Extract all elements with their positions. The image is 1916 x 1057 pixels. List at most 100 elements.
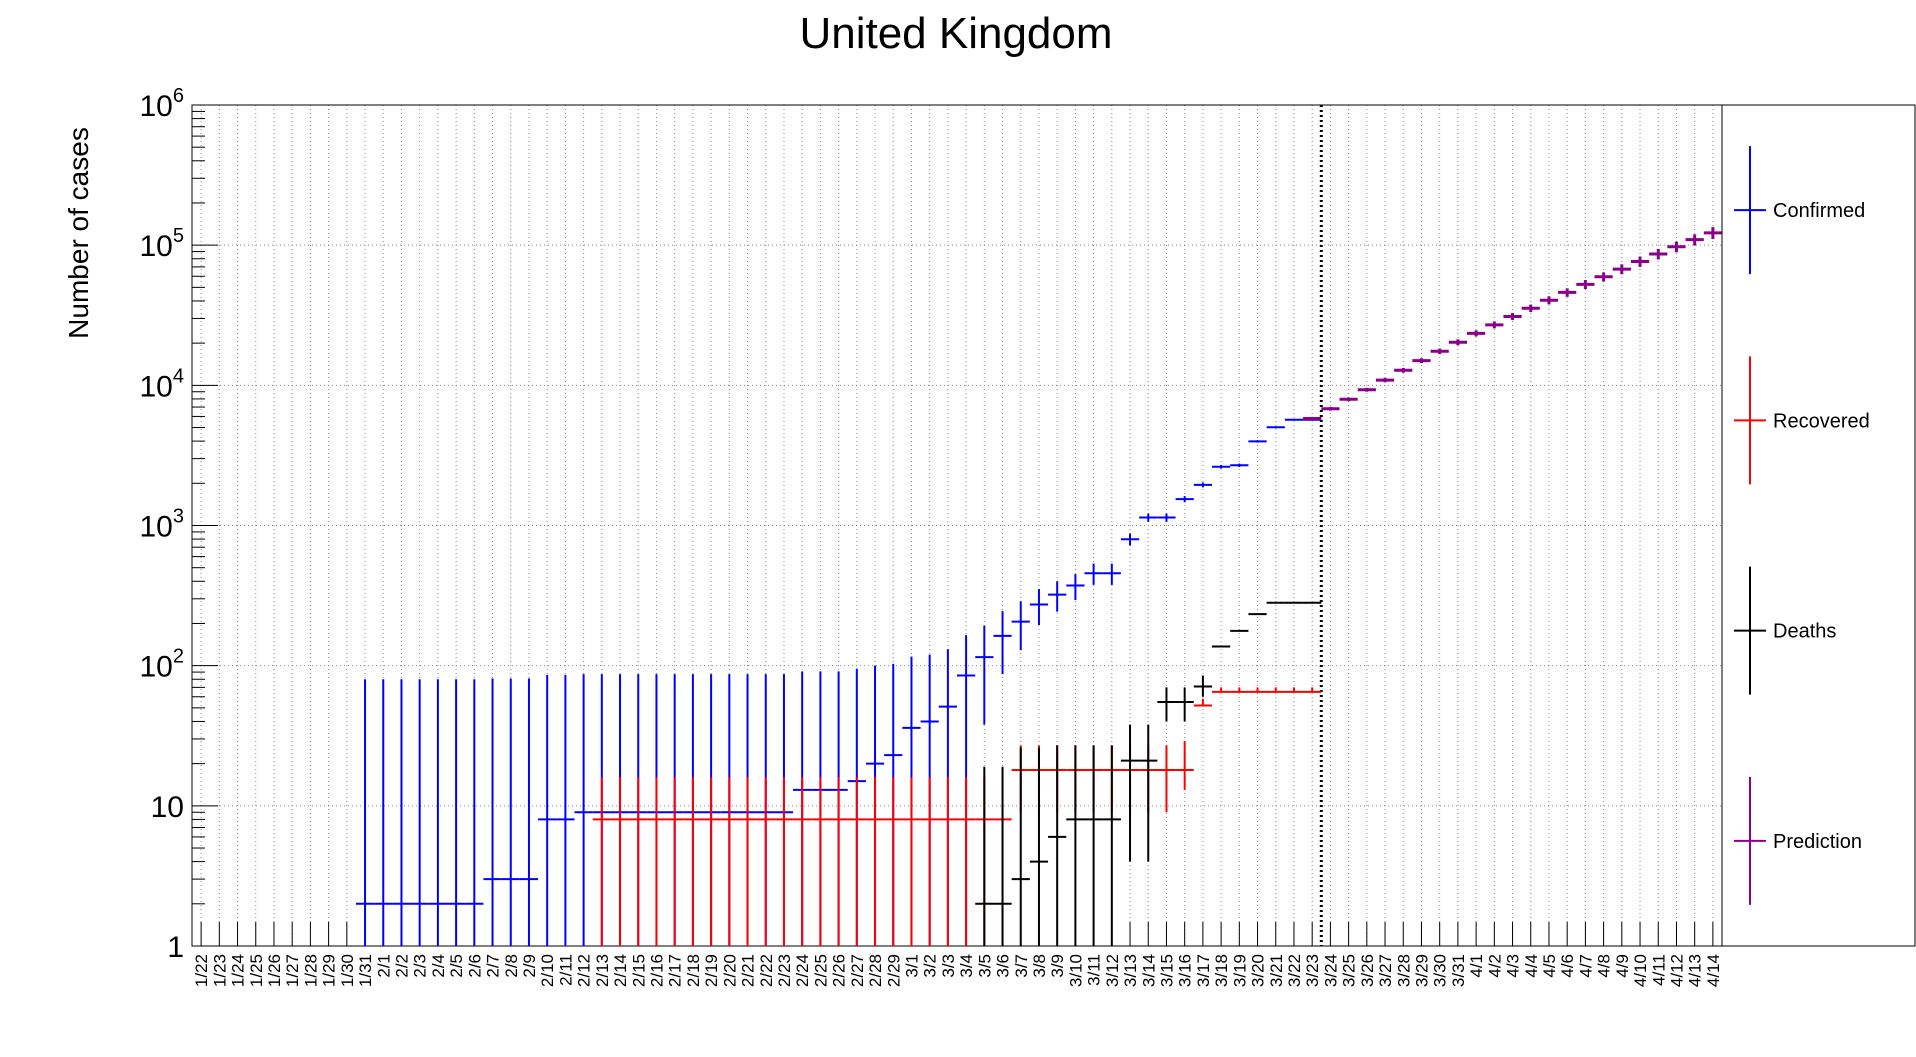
- x-tick-label: 1/26: [265, 954, 284, 987]
- series-deaths: [975, 601, 1322, 946]
- y-tick-label: 106: [140, 85, 185, 123]
- x-tick-label: 2/29: [884, 954, 903, 987]
- x-tick-label: 2/7: [484, 954, 503, 978]
- x-tick-label: 2/22: [757, 954, 776, 987]
- x-tick-label: 3/29: [1412, 954, 1431, 987]
- legend: Confirmed Recovered Deaths Prediction: [1721, 104, 1916, 947]
- x-tick-label: 3/24: [1321, 954, 1340, 987]
- legend-label-deaths: Deaths: [1773, 621, 1836, 643]
- x-tick-label: 3/12: [1103, 954, 1122, 987]
- x-tick-label: 3/19: [1230, 954, 1249, 987]
- x-tick-label: 1/25: [247, 954, 266, 987]
- x-tick-label: 2/3: [411, 954, 430, 978]
- x-tick-label: 4/5: [1540, 954, 1559, 978]
- x-tick-label: 2/20: [720, 954, 739, 987]
- x-tick-label: 2/9: [520, 954, 539, 978]
- x-tick-label: 1/28: [301, 954, 320, 987]
- x-tick-label: 3/26: [1358, 954, 1377, 987]
- x-tick-label: 2/28: [866, 954, 885, 987]
- x-tick-label: 2/25: [811, 954, 830, 987]
- legend-label-recovered: Recovered: [1773, 410, 1870, 432]
- x-tick-label: 4/11: [1649, 954, 1668, 986]
- x-tick-label: 3/7: [1012, 954, 1031, 978]
- x-tick-label: 1/22: [192, 954, 211, 987]
- x-tick-label: 3/6: [994, 954, 1013, 978]
- x-tick-label: 3/1: [902, 954, 921, 978]
- x-tick-label: 2/2: [392, 954, 411, 978]
- x-tick-label: 3/30: [1431, 954, 1450, 987]
- x-tick-label: 3/13: [1121, 954, 1140, 987]
- x-tick-label: 3/23: [1303, 954, 1322, 987]
- x-tick-label: 4/2: [1485, 954, 1504, 978]
- x-tick-label: 2/14: [611, 954, 630, 987]
- x-tick-label: 3/11: [1085, 954, 1104, 986]
- x-tick-label: 2/18: [684, 954, 703, 987]
- legend-box: [1721, 104, 1916, 947]
- legend-label-prediction: Prediction: [1773, 831, 1862, 853]
- x-tick-label: 2/10: [538, 954, 557, 987]
- x-tick-label: 3/17: [1194, 954, 1213, 987]
- x-tick-label: 3/15: [1157, 954, 1176, 987]
- x-tick-label: 2/21: [739, 954, 758, 987]
- x-tick-label: 3/14: [1139, 954, 1158, 987]
- x-tick-label: 4/7: [1576, 954, 1595, 978]
- x-tick-label: 2/27: [848, 954, 867, 987]
- x-tick-label: 2/1: [374, 954, 393, 978]
- series-recovered: [592, 687, 1322, 946]
- x-tick-label: 2/23: [775, 954, 794, 987]
- x-tick-label: 3/25: [1340, 954, 1359, 987]
- x-tick-label: 2/19: [702, 954, 721, 987]
- x-tick-label: 2/17: [666, 954, 685, 987]
- y-tick-label: 103: [140, 506, 185, 544]
- x-tick-label: 3/20: [1249, 954, 1268, 987]
- x-tick-label: 2/12: [575, 954, 594, 987]
- x-tick-label: 3/28: [1394, 954, 1413, 987]
- x-tick-label: 3/16: [1176, 954, 1195, 987]
- data-series: [355, 105, 1722, 946]
- legend-label-confirmed: Confirmed: [1773, 200, 1865, 222]
- x-tick-label: 2/8: [502, 954, 521, 978]
- y-axis-label: Number of cases: [63, 127, 94, 339]
- x-tick-label: 4/14: [1704, 954, 1723, 987]
- x-tick-label: 1/31: [356, 954, 375, 987]
- x-tick-label: 1/27: [283, 954, 302, 987]
- x-tick-label: 3/27: [1376, 954, 1395, 987]
- x-tick-label: 3/21: [1267, 954, 1286, 987]
- x-tick-label: 2/11: [556, 954, 575, 986]
- x-tick-label: 4/4: [1522, 954, 1541, 978]
- y-tick-label: 10: [151, 791, 184, 824]
- x-tick-label: 1/23: [210, 954, 229, 987]
- x-tick-label: 3/5: [975, 954, 994, 978]
- x-tick-label: 4/10: [1631, 954, 1650, 987]
- x-tick-label: 4/6: [1558, 954, 1577, 978]
- x-tick-label: 3/18: [1212, 954, 1231, 987]
- x-tick-label: 3/10: [1066, 954, 1085, 987]
- chart-title: United Kingdom: [799, 9, 1112, 58]
- y-tick-label: 1: [167, 931, 184, 964]
- x-tick-label: 4/12: [1667, 954, 1686, 987]
- series-prediction: [1303, 227, 1722, 421]
- y-tick-label: 104: [140, 365, 185, 403]
- x-tick-label: 2/4: [429, 954, 448, 978]
- x-tick-label: 4/9: [1613, 954, 1632, 978]
- x-tick-label: 2/16: [647, 954, 666, 987]
- y-tick-label: 105: [140, 225, 185, 263]
- x-tick-label: 1/30: [338, 954, 357, 987]
- x-tick-label: 4/3: [1504, 954, 1523, 978]
- x-tick-label: 3/8: [1030, 954, 1049, 978]
- x-tick-label: 4/8: [1595, 954, 1614, 978]
- x-tick-label: 2/13: [593, 954, 612, 987]
- x-tick-label: 1/24: [229, 954, 248, 987]
- x-tick-label: 3/31: [1449, 954, 1468, 987]
- x-tick-label: 2/15: [629, 954, 648, 987]
- x-tick-label: 1/29: [320, 954, 339, 987]
- x-tick-label: 4/13: [1686, 954, 1705, 987]
- x-tick-label: 3/4: [957, 954, 976, 978]
- x-tick-label: 3/22: [1285, 954, 1304, 987]
- y-tick-label: 102: [140, 646, 185, 684]
- x-tick-label: 3/2: [921, 954, 940, 978]
- x-tick-label: 3/9: [1048, 954, 1067, 978]
